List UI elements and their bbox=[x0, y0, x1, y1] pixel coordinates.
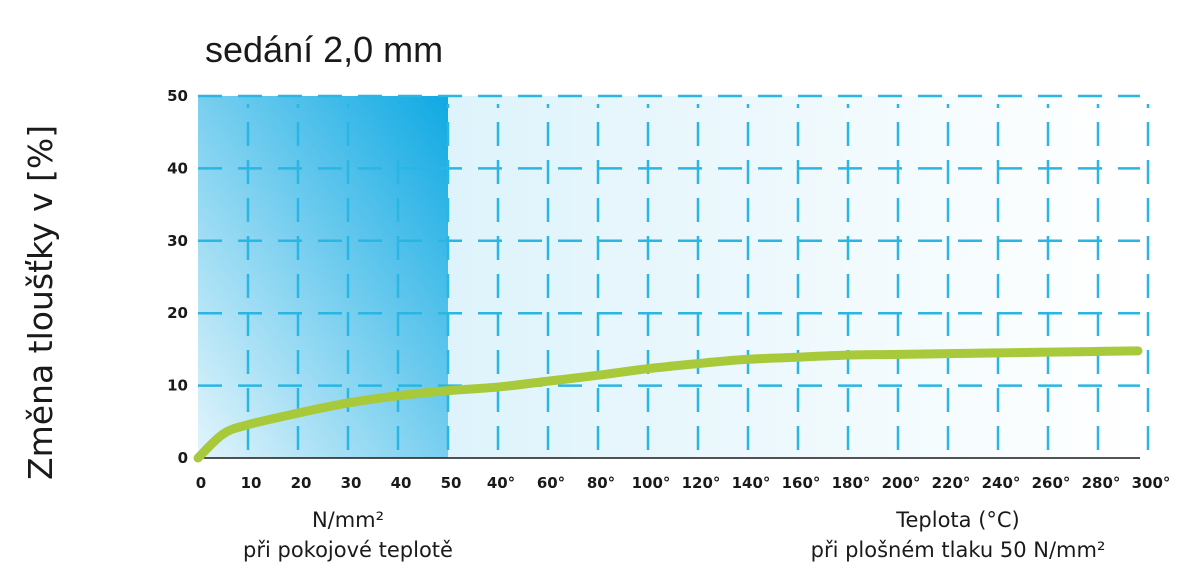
y-tick-label: 30 bbox=[167, 232, 188, 250]
x-tick-label: 140° bbox=[732, 474, 771, 492]
y-tick-label: 40 bbox=[167, 159, 188, 177]
y-ticks: 0 10 20 30 40 50 bbox=[167, 87, 188, 467]
temperature-area bbox=[448, 96, 1140, 458]
x-tick-label: 240° bbox=[982, 474, 1021, 492]
x-label-left-condition: při pokojové teplotě bbox=[243, 538, 453, 562]
x-tick-label: 280° bbox=[1082, 474, 1121, 492]
x-tick-label: 200° bbox=[882, 474, 921, 492]
x-tick-label: 20 bbox=[291, 474, 312, 492]
x-tick-label: 160° bbox=[782, 474, 821, 492]
grid bbox=[198, 94, 1150, 450]
x-tick-label: 180° bbox=[832, 474, 871, 492]
x-label-left-unit: N/mm² bbox=[312, 508, 384, 532]
x-tick-label: 30 bbox=[341, 474, 362, 492]
x-tick-label: 120° bbox=[682, 474, 721, 492]
x-tick-label: 60° bbox=[537, 474, 565, 492]
x-tick-label: 0 bbox=[196, 474, 206, 492]
x-tick-label: 40° bbox=[487, 474, 515, 492]
y-tick-label: 50 bbox=[167, 87, 188, 105]
y-tick-label: 10 bbox=[167, 377, 188, 395]
y-tick-label: 0 bbox=[178, 449, 188, 467]
x-tick-label: 100° bbox=[632, 474, 671, 492]
x-tick-label: 40 bbox=[391, 474, 412, 492]
x-tick-label: 50 bbox=[441, 474, 462, 492]
x-label-right-title: Teplota (°C) bbox=[895, 508, 1020, 532]
thickness-change-curve bbox=[193, 346, 1143, 463]
x-ticks: 0 10 20 30 40 50 40° 60° 80° 100° 120° 140° 160° 180°… bbox=[196, 474, 1171, 492]
x-tick-label: 80° bbox=[587, 474, 615, 492]
x-tick-label: 260° bbox=[1032, 474, 1071, 492]
x-tick-label: 300° bbox=[1132, 474, 1171, 492]
x-tick-label: 10 bbox=[241, 474, 262, 492]
y-axis-label: Změna tloušťky v [%] bbox=[21, 125, 60, 480]
x-tick-label: 220° bbox=[932, 474, 971, 492]
x-label-right-condition: při plošném tlaku 50 N/mm² bbox=[811, 538, 1106, 562]
y-tick-label: 20 bbox=[167, 304, 188, 322]
chart-subtitle: sedání 2,0 mm bbox=[205, 29, 443, 70]
